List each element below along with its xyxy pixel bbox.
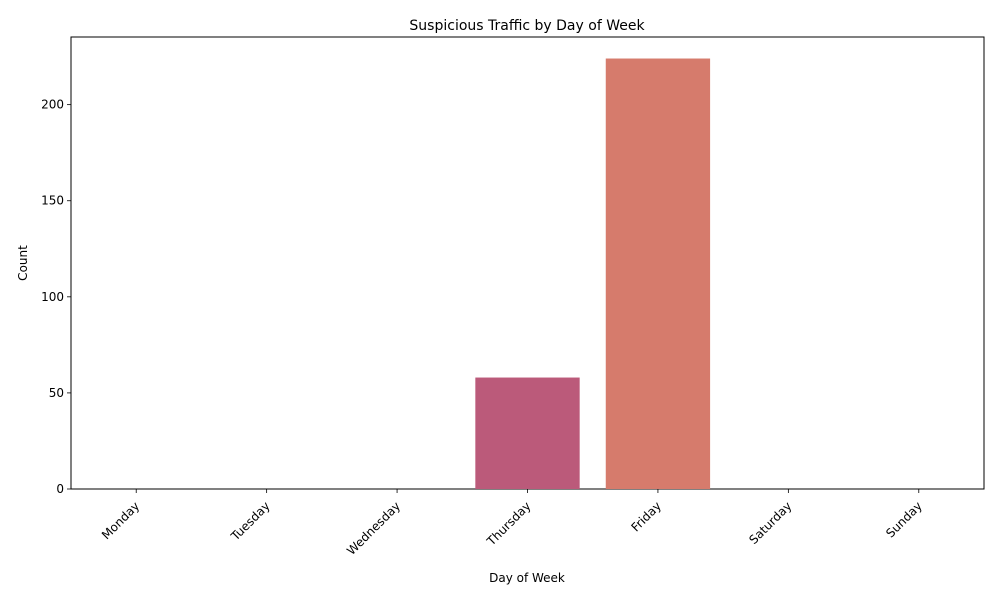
x-tick-label: Friday — [628, 499, 664, 535]
y-axis: 0 50 100 150 200 — [41, 98, 71, 496]
y-tick-label: 100 — [41, 290, 64, 304]
x-tick-label: Thursday — [484, 499, 534, 549]
x-tick-label: Saturday — [746, 499, 794, 547]
y-axis-label: Count — [16, 245, 30, 281]
x-axis: Monday Tuesday Wednesday Thursday Friday Satu… — [99, 489, 925, 558]
x-tick-label: Monday — [99, 499, 142, 542]
bar-friday — [605, 58, 711, 490]
x-tick-label: Sunday — [883, 499, 925, 541]
bars-group — [475, 58, 711, 490]
x-tick-label: Tuesday — [228, 499, 273, 544]
chart-title: Suspicious Traffic by Day of Week — [409, 18, 645, 34]
x-axis-label: Day of Week — [489, 571, 565, 585]
y-tick-label: 50 — [49, 386, 64, 400]
bar-thursday — [475, 377, 580, 489]
x-tick-label: Wednesday — [344, 499, 403, 558]
y-tick-label: 200 — [41, 98, 64, 112]
y-tick-label: 150 — [41, 194, 64, 208]
y-tick-label: 0 — [56, 482, 64, 496]
